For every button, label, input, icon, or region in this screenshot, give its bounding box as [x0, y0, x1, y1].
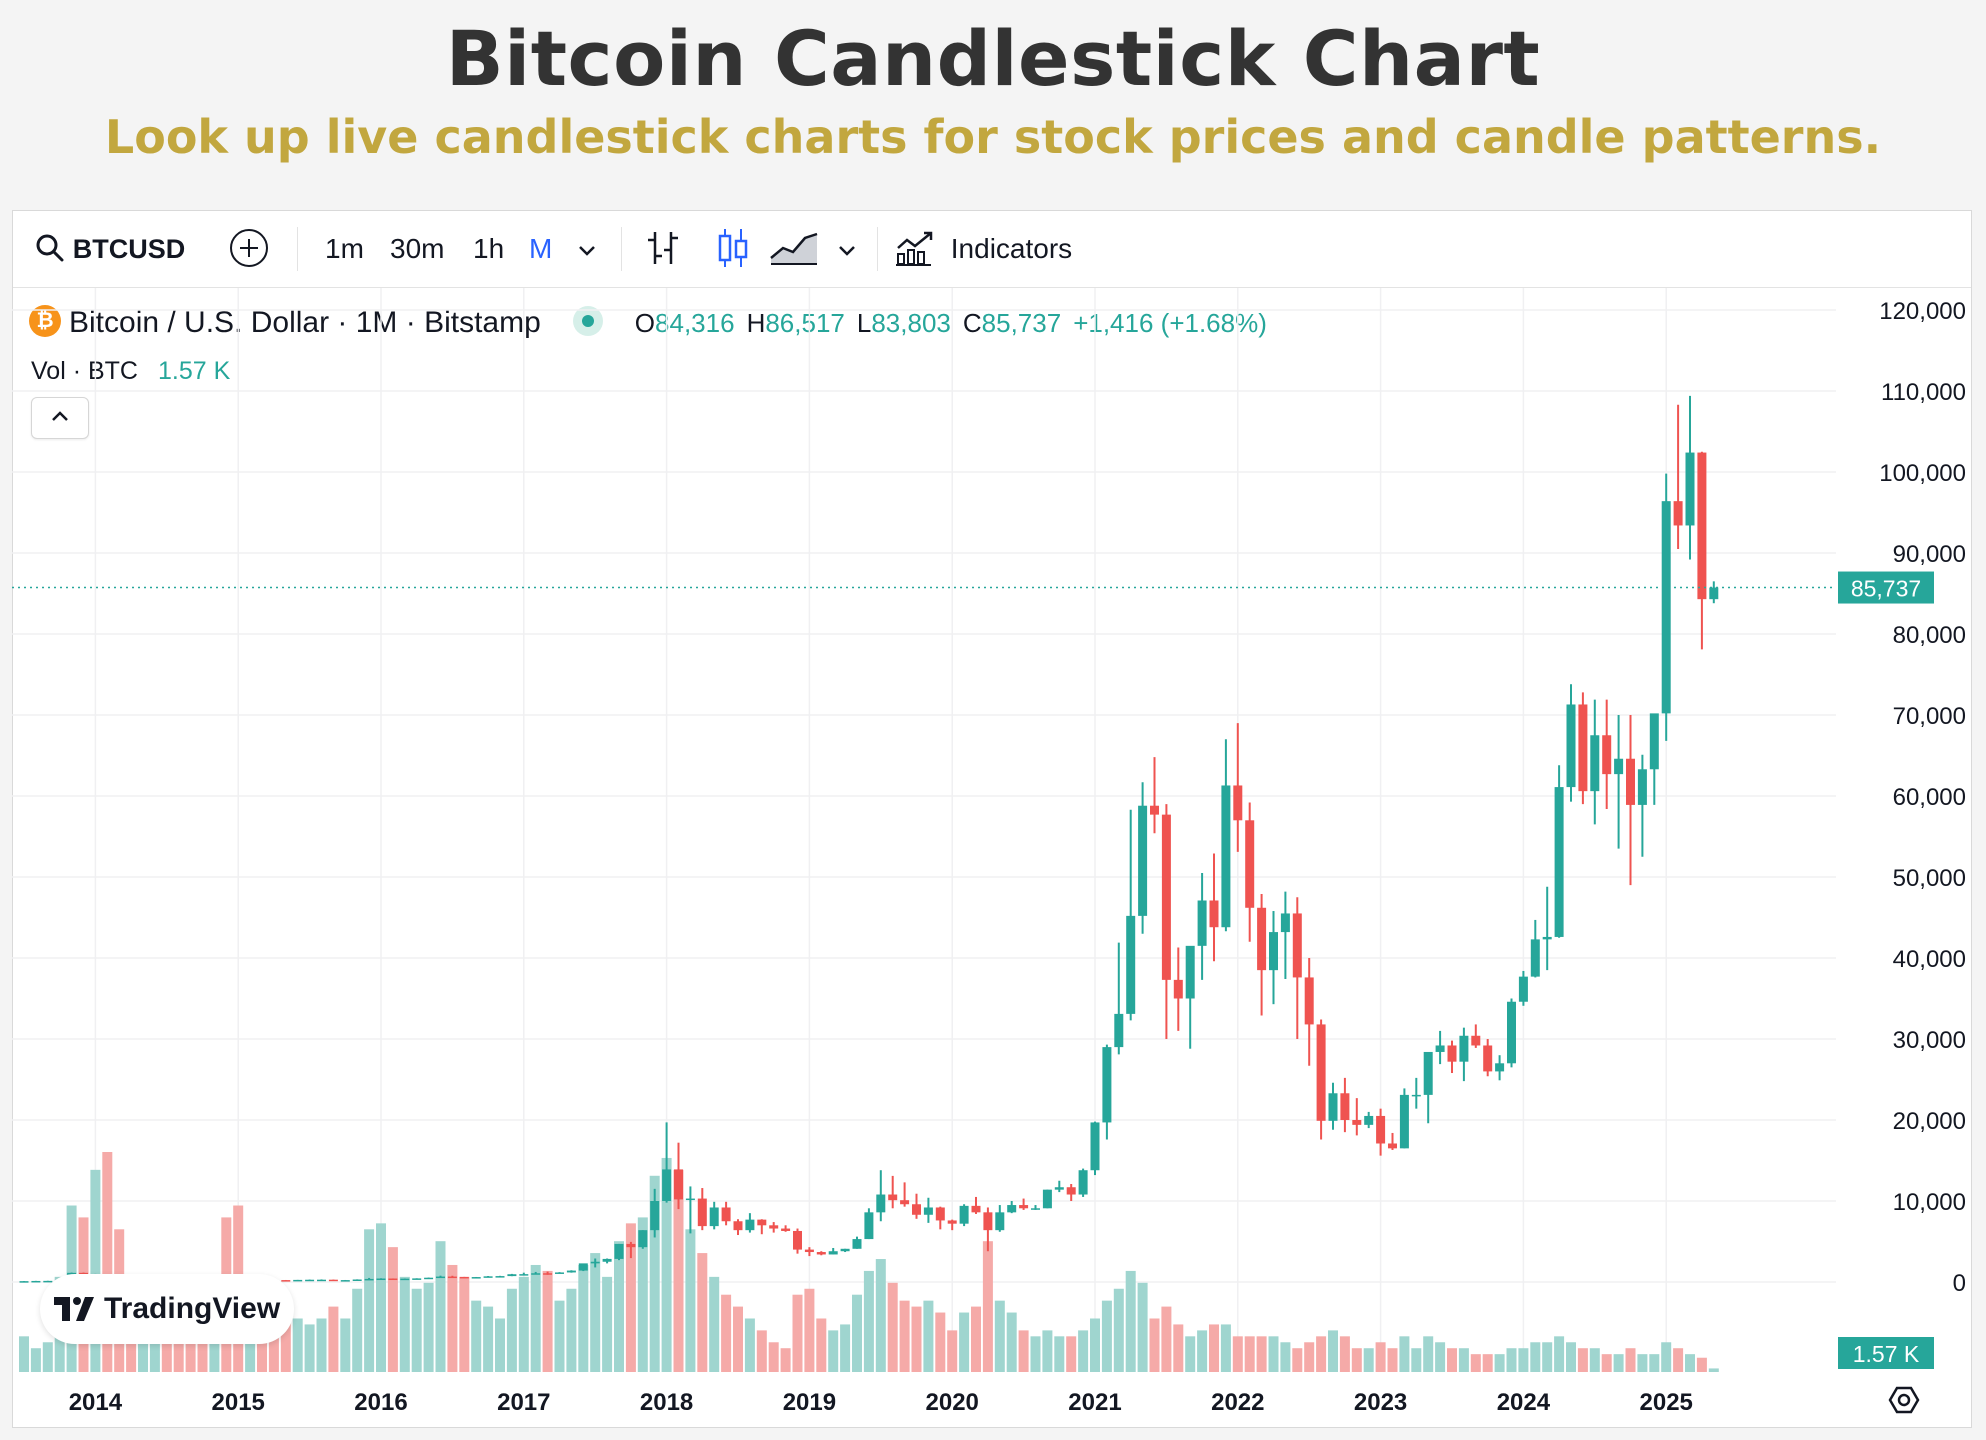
indicators-button[interactable]: Indicators [895, 211, 1072, 287]
change-value: +1,416 (+1.68%) [1073, 308, 1267, 338]
bitcoin-logo-icon: ₿ [29, 305, 61, 338]
toolbar-divider [877, 227, 878, 271]
plus-circle-icon [230, 228, 268, 267]
volume-value: 1.57 K [157, 357, 231, 385]
chevron-down-icon [579, 245, 595, 256]
interval-1m-button[interactable]: 1m [325, 233, 364, 264]
volume-legend: Vol · BTC 1.57 K [31, 353, 230, 389]
open-label: O [634, 308, 656, 338]
toolbar-divider [297, 227, 298, 271]
high-value: 86,517 [765, 308, 845, 338]
instrument-label: Bitcoin / U.S. Dollar · 1M · Bitstamp [69, 306, 541, 339]
tradingview-badge[interactable]: TradingView [40, 1274, 294, 1344]
high-label: H [746, 308, 766, 338]
interval-dropdown-button[interactable] [577, 211, 597, 287]
close-value: 85,737 [981, 308, 1062, 338]
chart-toolbar: BTCUSD 1m 30m 1h M Indicators [13, 211, 1971, 288]
interval-month-button[interactable]: M [529, 233, 553, 264]
compare-symbol-button[interactable] [229, 211, 269, 287]
low-value: 83,803 [871, 308, 951, 338]
area-chart-icon [770, 232, 818, 265]
area-chart-type-button[interactable] [769, 211, 819, 287]
ohlc-values: O84,316 H86,517 L83,803 C85,737 +1,416 (+1.6… [627, 308, 1267, 338]
page-title: Bitcoin Candlestick Chart [445, 14, 1541, 103]
chevron-down-icon [839, 245, 855, 256]
ohlc-bars-icon [648, 231, 678, 264]
search-icon [36, 234, 64, 262]
open-value: 84,316 [655, 308, 735, 338]
close-label: C [962, 308, 982, 338]
low-label: L [856, 308, 872, 338]
indicators-icon [896, 231, 933, 266]
chevron-up-icon [52, 411, 68, 421]
symbol-search-button[interactable]: BTCUSD [35, 211, 185, 287]
tradingview-label: TradingView [104, 1292, 281, 1325]
market-status-icon[interactable] [572, 306, 603, 337]
interval-30m-button[interactable]: 30m [390, 233, 445, 264]
chart-type-dropdown-button[interactable] [837, 211, 857, 287]
volume-label: Vol · BTC [31, 357, 138, 385]
chart-widget: BTCUSD 1m 30m 1h M Indicators [12, 210, 1972, 1428]
symbol-label: BTCUSD [72, 234, 186, 264]
bar-chart-type-button[interactable] [645, 211, 681, 287]
symbol-legend: ₿ Bitcoin / U.S. Dollar · 1M · Bitstamp O8… [29, 301, 1267, 345]
toolbar-divider [621, 227, 622, 271]
page-subtitle: Look up live candlestick charts for stoc… [104, 110, 1882, 164]
interval-1h-button[interactable]: 1h [473, 233, 505, 264]
collapse-legend-button[interactable] [31, 397, 89, 439]
candles-chart-type-button[interactable] [715, 211, 751, 287]
indicators-label: Indicators [950, 233, 1073, 264]
candlestick-icon [718, 228, 748, 267]
tradingview-logo-icon [54, 1297, 94, 1321]
